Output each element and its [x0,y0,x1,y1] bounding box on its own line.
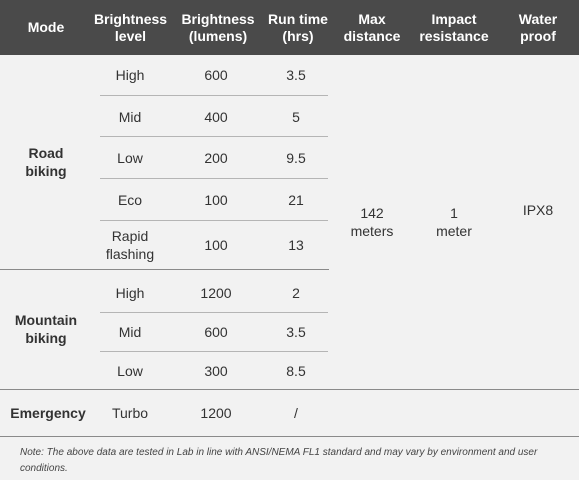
row-divider [100,95,328,96]
road-level-2: Mid [118,108,142,125]
road-lumens-3: 200 [204,149,228,166]
mode-emergency: Emergency [10,405,86,421]
road-level-1: High [115,67,145,83]
mode-road-biking: Road biking [25,145,67,179]
mountain-runtime-2: 3.5 [286,324,306,340]
row-divider [100,312,328,313]
road-runtime-3: 9.5 [286,149,306,166]
road-lumens-1: 600 [204,67,228,83]
max-distance-value: 142 meters [350,205,394,239]
header-brightness-lumens: Brightness (lumens) [181,10,255,44]
road-lumens-5: 100 [204,237,228,253]
road-runtime-5: 13 [288,237,304,253]
group-divider [0,269,329,270]
row-divider [100,220,328,221]
table-header: Mode Brightness level Brightness (lumens… [0,0,579,55]
emergency-level: Turbo [111,405,149,421]
mountain-lumens-2: 600 [204,324,228,340]
mountain-lumens-1: 1200 [200,285,232,301]
group-divider [0,389,579,390]
header-brightness-level: Brightness level [93,10,168,44]
mountain-runtime-3: 8.5 [286,362,306,379]
road-lumens-4: 100 [204,191,228,208]
mountain-runtime-1: 2 [292,285,300,301]
header-impact-resistance: Impact resistance [419,10,489,44]
header-max-distance: Max distance [343,10,401,44]
header-water-proof: Water proof [518,10,558,44]
footnote: Note: The above data are tested in Lab i… [20,447,538,474]
road-level-5: Rapid flashing [105,228,155,262]
road-runtime-4: 21 [288,191,304,208]
mountain-level-1: High [115,285,145,301]
road-level-4: Eco [117,191,143,208]
mode-mountain-biking: Mountain biking [14,312,78,346]
header-run-time: Run time (hrs) [268,10,328,44]
road-runtime-1: 3.5 [286,67,306,83]
row-divider [100,136,328,137]
header-mode: Mode [27,19,65,35]
row-divider [100,351,328,352]
emergency-runtime: / [294,405,298,421]
water-proof-value: IPX8 [522,202,554,218]
mountain-lumens-3: 300 [204,362,228,379]
emergency-lumens: 1200 [200,405,232,421]
mountain-level-2: Mid [118,324,142,340]
mountain-level-3: Low [117,362,143,379]
road-level-3: Low [117,149,143,166]
row-divider [100,178,328,179]
impact-resistance-value: 1 meter [436,205,472,239]
road-runtime-2: 5 [292,108,300,125]
group-divider [0,436,579,437]
road-lumens-2: 400 [204,108,228,125]
